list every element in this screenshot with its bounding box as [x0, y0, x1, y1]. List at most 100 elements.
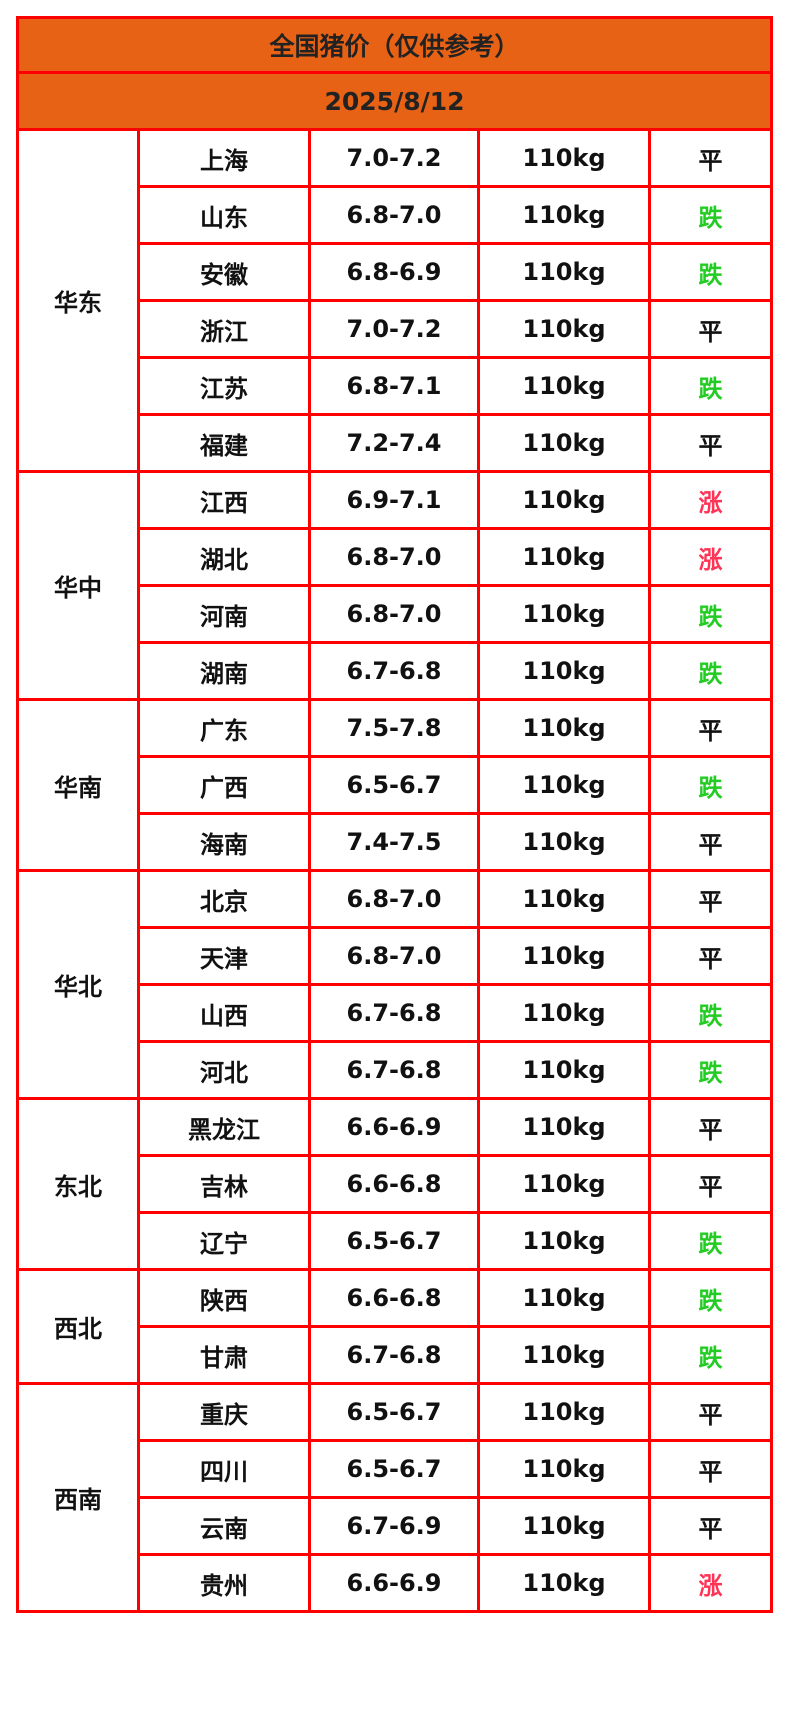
weight-cell: 110kg [477, 641, 651, 701]
table-row: 广西 6.5-6.7 110kg 跌 [18, 755, 774, 815]
weight-cell: 110kg [477, 1211, 651, 1271]
province-cell: 重庆 [137, 1382, 311, 1442]
weight-cell: 110kg [477, 926, 651, 986]
trend-cell: 平 [647, 1154, 774, 1214]
weight-cell: 110kg [477, 299, 651, 359]
weight-cell: 110kg [477, 470, 651, 530]
price-cell: 6.5-6.7 [308, 1211, 480, 1271]
price-cell: 6.7-6.8 [308, 1040, 480, 1100]
price-cell: 6.6-6.8 [308, 1154, 480, 1214]
weight-cell: 110kg [477, 1496, 651, 1556]
province-cell: 山西 [137, 983, 311, 1043]
table-row: 山西 6.7-6.8 110kg 跌 [18, 983, 774, 1043]
province-cell: 安徽 [137, 242, 311, 302]
province-cell: 黑龙江 [137, 1097, 311, 1157]
price-cell: 7.0-7.2 [308, 299, 480, 359]
province-cell: 北京 [137, 869, 311, 929]
weight-cell: 110kg [477, 983, 651, 1043]
table-row: 安徽 6.8-6.9 110kg 跌 [18, 242, 774, 302]
date-row: 2025/8/12 [15, 71, 774, 131]
weight-cell: 110kg [477, 1439, 651, 1499]
trend-cell: 跌 [647, 584, 774, 644]
price-cell: 7.5-7.8 [308, 698, 480, 758]
weight-cell: 110kg [477, 869, 651, 929]
region-cell: 华东 [16, 128, 140, 473]
table-row: 江苏 6.8-7.1 110kg 跌 [18, 356, 774, 416]
trend-cell: 涨 [647, 470, 774, 530]
table-row: 湖南 6.7-6.8 110kg 跌 [18, 641, 774, 701]
province-cell: 甘肃 [137, 1325, 311, 1385]
price-cell: 6.6-6.9 [308, 1097, 480, 1157]
trend-cell: 平 [647, 869, 774, 929]
price-cell: 6.8-7.0 [308, 926, 480, 986]
trend-cell: 平 [647, 1382, 774, 1442]
trend-cell: 跌 [647, 356, 774, 416]
price-cell: 6.8-7.1 [308, 356, 480, 416]
weight-cell: 110kg [477, 1097, 651, 1157]
province-cell: 浙江 [137, 299, 311, 359]
region-cell: 西北 [16, 1268, 140, 1385]
weight-cell: 110kg [477, 1382, 651, 1442]
price-cell: 6.5-6.7 [308, 755, 480, 815]
province-cell: 云南 [137, 1496, 311, 1556]
table-row: 福建 7.2-7.4 110kg 平 [18, 413, 774, 473]
weight-cell: 110kg [477, 356, 651, 416]
trend-cell: 平 [647, 299, 774, 359]
table-row: 浙江 7.0-7.2 110kg 平 [18, 299, 774, 359]
trend-cell: 跌 [647, 1325, 774, 1385]
price-cell: 6.8-7.0 [308, 584, 480, 644]
province-cell: 辽宁 [137, 1211, 311, 1271]
region-cell: 华南 [16, 698, 140, 872]
price-cell: 6.7-6.8 [308, 1325, 480, 1385]
weight-cell: 110kg [477, 584, 651, 644]
province-cell: 陕西 [137, 1268, 311, 1328]
trend-cell: 跌 [647, 1211, 774, 1271]
table-row: 辽宁 6.5-6.7 110kg 跌 [18, 1211, 774, 1271]
weight-cell: 110kg [477, 128, 651, 188]
province-cell: 海南 [137, 812, 311, 872]
weight-cell: 110kg [477, 755, 651, 815]
weight-cell: 110kg [477, 1154, 651, 1214]
province-cell: 江西 [137, 470, 311, 530]
trend-cell: 跌 [647, 242, 774, 302]
title-row: 全国猪价（仅供参考） [15, 16, 774, 74]
price-cell: 7.0-7.2 [308, 128, 480, 188]
province-cell: 湖南 [137, 641, 311, 701]
pig-price-table: 全国猪价（仅供参考） 2025/8/12 华东 上海 7.0-7.2 110kg 平山东… [15, 16, 774, 1613]
region-cell: 西南 [16, 1382, 140, 1613]
trend-cell: 跌 [647, 983, 774, 1043]
table-row: 华东 上海 7.0-7.2 110kg 平 [16, 128, 774, 473]
trend-cell: 平 [647, 1496, 774, 1556]
region-cell: 东北 [16, 1097, 140, 1271]
price-cell: 6.7-6.8 [308, 641, 480, 701]
table-row: 贵州 6.6-6.9 110kg 涨 [18, 1553, 774, 1613]
province-cell: 江苏 [137, 356, 311, 416]
table-title: 全国猪价（仅供参考） [15, 16, 774, 74]
table-row: 华南 广东 7.5-7.8 110kg 平 [16, 698, 774, 872]
trend-cell: 平 [647, 413, 774, 473]
table-row: 华中 江西 6.9-7.1 110kg 涨 [16, 470, 774, 701]
table-row: 湖北 6.8-7.0 110kg 涨 [18, 527, 774, 587]
weight-cell: 110kg [477, 527, 651, 587]
trend-cell: 跌 [647, 185, 774, 245]
price-cell: 6.9-7.1 [308, 470, 480, 530]
price-cell: 6.7-6.8 [308, 983, 480, 1043]
trend-cell: 涨 [647, 527, 774, 587]
weight-cell: 110kg [477, 413, 651, 473]
table-row: 西北 陕西 6.6-6.8 110kg 跌 [16, 1268, 774, 1385]
table-date: 2025/8/12 [15, 71, 774, 131]
price-cell: 6.5-6.7 [308, 1439, 480, 1499]
trend-cell: 跌 [647, 1268, 774, 1328]
price-cell: 6.5-6.7 [308, 1382, 480, 1442]
price-cell: 7.2-7.4 [308, 413, 480, 473]
price-cell: 6.6-6.9 [308, 1553, 480, 1613]
table-row: 西南 重庆 6.5-6.7 110kg 平 [16, 1382, 774, 1613]
table-row: 东北 黑龙江 6.6-6.9 110kg 平 [16, 1097, 774, 1271]
province-cell: 四川 [137, 1439, 311, 1499]
trend-cell: 平 [647, 1097, 774, 1157]
province-cell: 广东 [137, 698, 311, 758]
region-cell: 华中 [16, 470, 140, 701]
price-cell: 6.6-6.8 [308, 1268, 480, 1328]
province-cell: 广西 [137, 755, 311, 815]
weight-cell: 110kg [477, 185, 651, 245]
